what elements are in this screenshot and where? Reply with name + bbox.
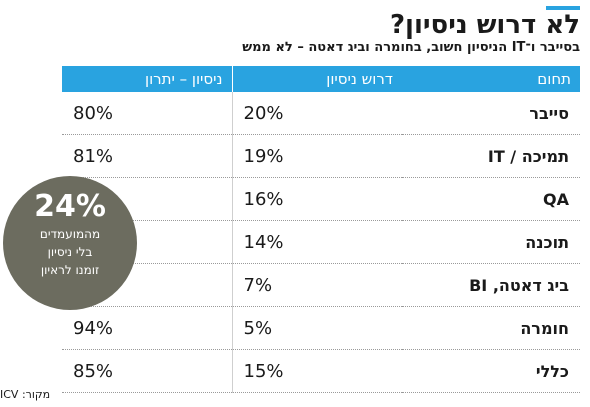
callout-line-3: זומנו לראיון [40, 263, 100, 277]
callout-line-2: בלי ניסיון [47, 245, 93, 259]
row-experience-required: 16% [231, 177, 402, 221]
row-experience-required: 7% [231, 263, 402, 307]
row-experience-advantage: 85% [62, 349, 232, 393]
source-note: מקור: ICV [0, 388, 51, 401]
row-domain: כללי [402, 349, 580, 393]
header-experience-required: דרוש ניסיון [231, 66, 402, 92]
row-experience-advantage: 81% [62, 134, 232, 178]
callout-circle: 24% מהמועמדים בלי ניסיון זומנו לראיון [3, 176, 137, 310]
table-row: כללי 15% 85% [62, 349, 580, 393]
row-experience-required: 19% [231, 134, 402, 178]
row-domain: חומרה [402, 306, 580, 350]
table-row: ביג דאטה, BI7%93% [62, 263, 580, 307]
chart-subtitle: בסייבר ו־IT הניסיון חשוב, בחומרה וביג דא… [242, 40, 580, 55]
row-domain: סייבר [402, 92, 580, 135]
row-experience-required: 5% [231, 306, 402, 350]
row-experience-required: 14% [231, 220, 402, 264]
table-row: תמיכה / IT 19% 81% [62, 134, 580, 178]
header-experience-advantage: ניסיון – יתרון [62, 66, 232, 92]
header-domain: תחום [402, 66, 580, 92]
row-experience-advantage: 80% [62, 92, 232, 135]
callout-value: 24% [34, 189, 106, 224]
chart-title: לא דרוש ניסיון? [389, 10, 580, 40]
callout-line-1: מהמועמדים [39, 227, 101, 241]
table-row: סייבר 20% 80% [62, 92, 580, 135]
row-experience-required: 15% [231, 349, 402, 393]
table-row: חומרה 5% 94% [62, 306, 580, 350]
data-table: תחום דרוש ניסיון ניסיון – יתרון סייבר 20%… [62, 66, 580, 393]
row-domain: ביג דאטה, BI [402, 263, 580, 307]
row-domain: תוכנה [402, 220, 580, 264]
title-accent-bar [546, 6, 580, 10]
row-experience-required: 20% [231, 92, 402, 135]
row-experience-advantage: 94% [62, 306, 232, 350]
row-domain: QA [402, 177, 580, 221]
row-domain: תמיכה / IT [402, 134, 580, 178]
table-header-row: תחום דרוש ניסיון ניסיון – יתרון [62, 66, 580, 92]
